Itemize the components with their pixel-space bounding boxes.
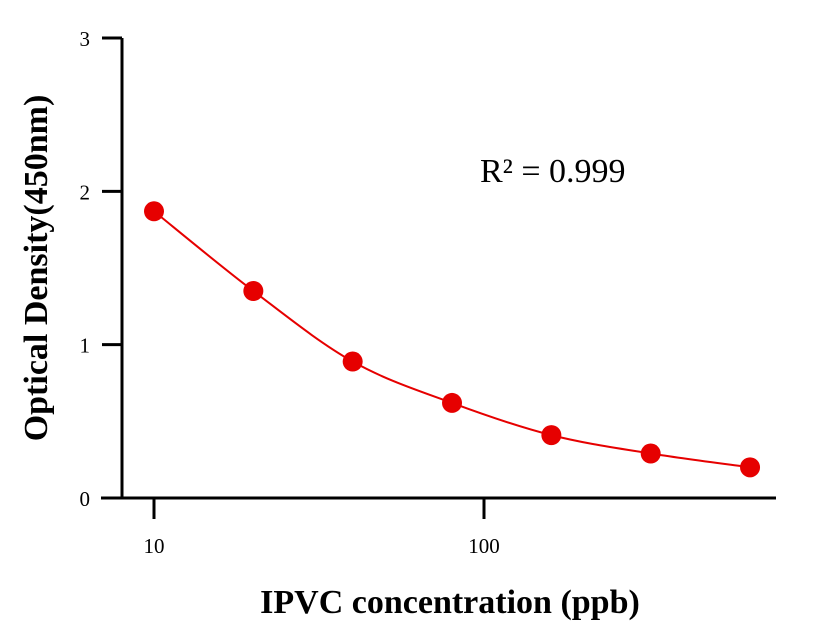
data-point	[243, 281, 264, 301]
y-axis: 0 1 2 3	[80, 27, 124, 511]
y-tick-label: 0	[80, 487, 91, 511]
y-tick-label: 2	[80, 180, 91, 204]
y-tick-label: 3	[80, 27, 91, 51]
x-axis: 10 100	[101, 496, 776, 558]
y-axis-title: Optical Density(450nm)	[18, 95, 55, 442]
y-tick-label: 1	[80, 334, 91, 358]
annotation-r-squared: R² = 0.999	[480, 153, 626, 190]
plot-area	[144, 201, 761, 478]
fit-curve	[153, 210, 751, 469]
x-tick-label: 100	[468, 534, 500, 558]
data-point	[541, 425, 562, 446]
data-point	[442, 392, 463, 413]
data-point	[740, 457, 761, 478]
data-point	[342, 351, 363, 372]
x-axis-title: IPVC concentration (ppb)	[260, 584, 640, 621]
data-point	[640, 443, 661, 464]
data-point	[144, 201, 164, 222]
x-tick-label: 10	[144, 534, 165, 558]
